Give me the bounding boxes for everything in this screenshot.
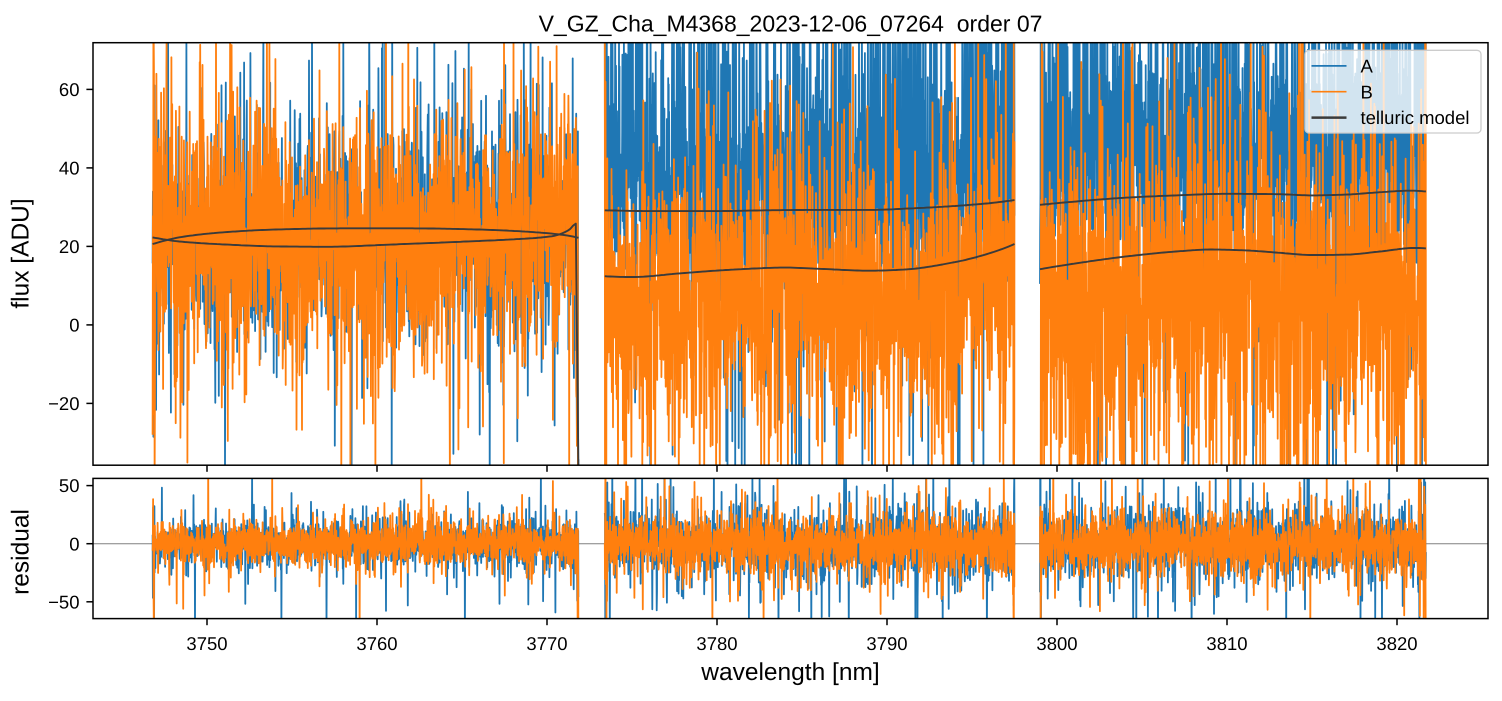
- svg-text:B: B: [1361, 81, 1373, 102]
- svg-text:V_GZ_Cha_M4368_2023-12-06_0726: V_GZ_Cha_M4368_2023-12-06_07264 order 07: [539, 11, 1043, 37]
- svg-text:20: 20: [59, 236, 80, 257]
- svg-text:0: 0: [69, 533, 79, 554]
- svg-text:3790: 3790: [866, 633, 907, 654]
- svg-text:3770: 3770: [526, 633, 567, 654]
- svg-text:telluric model: telluric model: [1361, 107, 1470, 128]
- svg-text:A: A: [1361, 56, 1374, 77]
- svg-text:60: 60: [59, 79, 80, 100]
- svg-text:3760: 3760: [356, 633, 397, 654]
- svg-text:3800: 3800: [1036, 633, 1077, 654]
- svg-text:3820: 3820: [1376, 633, 1417, 654]
- svg-text:flux [ADU]: flux [ADU]: [8, 198, 35, 308]
- svg-text:0: 0: [69, 315, 79, 336]
- svg-text:40: 40: [59, 158, 80, 179]
- svg-text:wavelength [nm]: wavelength [nm]: [700, 659, 879, 686]
- svg-text:3750: 3750: [186, 633, 227, 654]
- svg-text:50: 50: [59, 475, 80, 496]
- svg-text:3780: 3780: [696, 633, 737, 654]
- svg-text:−50: −50: [48, 591, 79, 612]
- svg-text:residual: residual: [8, 509, 35, 595]
- svg-text:−20: −20: [48, 393, 79, 414]
- svg-text:3810: 3810: [1206, 633, 1247, 654]
